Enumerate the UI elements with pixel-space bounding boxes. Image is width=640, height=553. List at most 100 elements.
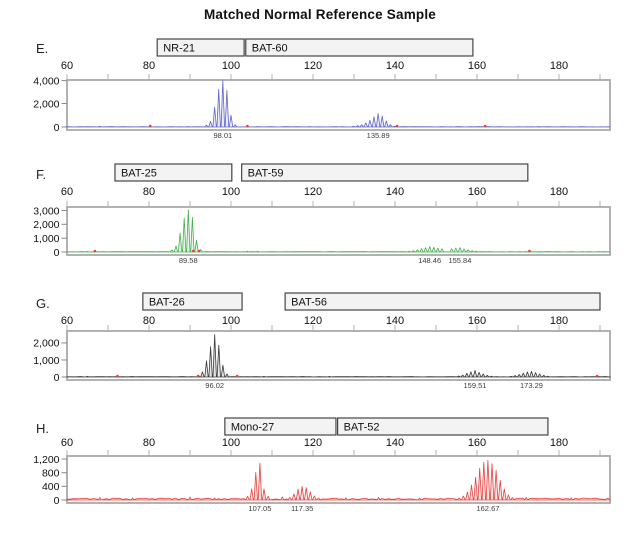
x-axis-label: 100: [222, 60, 240, 72]
y-axis-label: 0: [54, 372, 60, 384]
size-standard-dot: [395, 124, 399, 128]
x-axis-label: 80: [143, 315, 155, 327]
size-standard-dot: [93, 249, 97, 253]
size-standard-dot: [235, 374, 239, 378]
x-axis-label: 180: [550, 315, 568, 327]
marker-label: BAT-25: [121, 168, 157, 180]
marker-box-BAT-26: [142, 292, 243, 311]
chart-frame: [66, 455, 611, 504]
x-axis-label: 100: [222, 437, 240, 449]
peak-size-label: 117.35: [291, 504, 313, 513]
marker-box-BAT-25: [114, 163, 233, 182]
marker-box-BAT-52: [337, 417, 549, 436]
size-standard-dot: [196, 374, 200, 378]
marker-box-NR-21: [156, 38, 245, 57]
chart-frame: [66, 206, 611, 256]
size-standard-dot: [483, 124, 487, 128]
chart-frame: [66, 79, 611, 131]
size-standard-dot: [528, 249, 531, 253]
x-axis-label: 160: [468, 437, 486, 449]
x-axis-label: 180: [550, 186, 568, 198]
y-axis-label: 1,000: [33, 233, 59, 245]
peak-size-label: 89.58: [179, 256, 198, 265]
y-axis-label: 1,000: [33, 355, 59, 367]
y-axis-label: 2,000: [33, 98, 59, 110]
peak-size-label: 96.02: [205, 381, 224, 390]
x-axis-label: 140: [386, 60, 404, 72]
x-axis-label: 80: [143, 60, 155, 72]
x-axis-label: 120: [304, 186, 322, 198]
y-axis-label: 4,000: [33, 75, 59, 87]
peak-size-label: 173.29: [520, 381, 543, 390]
size-standard-dot: [191, 249, 195, 253]
peak-size-label: 148.46: [418, 256, 441, 265]
size-standard-dot: [197, 249, 201, 253]
x-axis-label: 140: [386, 186, 404, 198]
marker-label: BAT-52: [344, 422, 380, 434]
x-axis-label: 80: [143, 186, 155, 198]
x-axis-label: 140: [386, 315, 404, 327]
marker-label: BAT-56: [291, 297, 327, 309]
trace-F: [66, 209, 611, 253]
x-axis-label: 100: [222, 186, 240, 198]
x-axis-label: 60: [61, 315, 73, 327]
x-axis-label: 140: [386, 437, 404, 449]
size-standard-dot: [595, 374, 599, 378]
panel-E: E. NR-21 BAT-60 60 80 100 120 140 160 180 0 2,000 4,…: [33, 38, 611, 140]
y-axis-label: 0: [54, 495, 60, 507]
panel-letter: G.: [36, 296, 50, 311]
trace-G: [66, 334, 611, 378]
marker-label: BAT-26: [149, 297, 185, 309]
x-axis-label: 120: [304, 437, 322, 449]
size-standard-dot: [246, 124, 249, 128]
peak-size-label: 162.67: [476, 504, 499, 513]
marker-label: BAT-59: [248, 168, 284, 180]
y-axis-label: 2,000: [33, 219, 59, 231]
panel-letter: F.: [36, 167, 46, 182]
figure-title: Matched Normal Reference Sample: [203, 7, 437, 22]
y-axis-label: 0: [54, 247, 60, 259]
y-axis-label: 0: [54, 122, 60, 134]
x-axis-label: 160: [468, 186, 486, 198]
peak-size-label: 107.05: [248, 504, 271, 513]
panel-H: H. Mono-27 BAT-52 60 80 100 120 140 160 180 0 40080…: [33, 417, 611, 513]
y-axis-label: 3,000: [33, 205, 59, 217]
trace-E: [66, 80, 611, 128]
size-standard-dot: [148, 124, 152, 128]
y-axis-label: 400: [42, 481, 60, 493]
x-axis-label: 60: [61, 60, 73, 72]
marker-label: Mono-27: [231, 422, 274, 434]
x-axis-label: 180: [550, 60, 568, 72]
marker-box-BAT-59: [241, 163, 529, 182]
trace-H: [66, 460, 611, 501]
peak-size-label: 155.84: [448, 256, 471, 265]
x-axis-label: 180: [550, 437, 568, 449]
panel-letter: E.: [36, 41, 48, 56]
x-axis-label: 60: [61, 186, 73, 198]
panel-letter: H.: [36, 421, 49, 436]
x-axis-label: 60: [61, 437, 73, 449]
size-standard-dot: [116, 374, 119, 378]
marker-box-BAT-56: [284, 292, 601, 311]
panel-F: F. BAT-25 BAT-59 60 80 100 120 140 160 180 0 1,000 2…: [33, 163, 611, 265]
x-axis-label: 120: [304, 60, 322, 72]
marker-label: NR-21: [163, 43, 195, 55]
y-axis-label: 2,000: [33, 338, 59, 350]
y-axis-label: 800: [42, 468, 60, 480]
x-axis-label: 160: [468, 60, 486, 72]
x-axis-label: 120: [304, 315, 322, 327]
peak-size-label: 159.51: [464, 381, 487, 390]
peak-size-label: 135.89: [367, 131, 390, 140]
chart-frame: [66, 330, 611, 381]
marker-box-BAT-60: [245, 38, 474, 57]
marker-box-Mono-27: [224, 417, 337, 436]
marker-label: BAT-60: [252, 43, 288, 55]
peak-size-label: 98.01: [213, 131, 232, 140]
x-axis-label: 100: [222, 315, 240, 327]
x-axis-label: 160: [468, 315, 486, 327]
panel-G: G. BAT-26 BAT-56 60 80 100 120 140 160 180 0 1,000 2…: [33, 292, 611, 390]
y-axis-label: 1,200: [33, 454, 59, 466]
x-axis-label: 80: [143, 437, 155, 449]
